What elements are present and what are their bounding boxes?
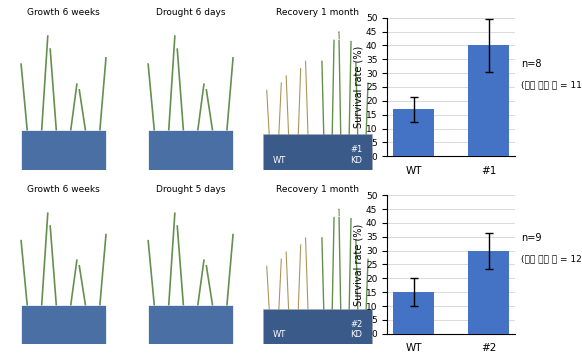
Text: KD: KD (350, 155, 363, 165)
Y-axis label: Survival rate (%): Survival rate (%) (353, 46, 363, 128)
FancyBboxPatch shape (21, 305, 106, 344)
Text: 3/14: 3/14 (267, 209, 286, 218)
Text: Recovery 1 month: Recovery 1 month (276, 185, 359, 195)
FancyBboxPatch shape (148, 130, 233, 170)
Bar (393, 109, 434, 156)
Text: Growth 6 weeks: Growth 6 weeks (27, 8, 100, 17)
Text: WT: WT (272, 330, 286, 339)
Text: KD: KD (350, 330, 363, 339)
Bar (393, 292, 434, 334)
Text: (식물 개체 수 = 112): (식물 개체 수 = 112) (521, 81, 582, 90)
Text: #1: #1 (350, 146, 363, 154)
Text: 8/14: 8/14 (327, 32, 346, 41)
FancyBboxPatch shape (263, 134, 372, 170)
Text: 6/14: 6/14 (327, 209, 346, 218)
Y-axis label: Survival rate (%): Survival rate (%) (353, 223, 363, 306)
Text: Drought 6 days: Drought 6 days (156, 8, 225, 17)
Text: (식물 개체 수 = 126): (식물 개체 수 = 126) (521, 255, 582, 264)
FancyBboxPatch shape (263, 309, 372, 344)
Text: 4/14: 4/14 (267, 32, 285, 41)
Text: Growth 6 weeks: Growth 6 weeks (27, 185, 100, 195)
Text: Recovery 1 month: Recovery 1 month (276, 8, 359, 17)
Text: n=9: n=9 (521, 233, 541, 243)
Text: Drought 5 days: Drought 5 days (156, 185, 225, 195)
Text: WT: WT (272, 155, 286, 165)
FancyBboxPatch shape (148, 305, 233, 344)
Bar (468, 45, 509, 156)
Text: n=8: n=8 (521, 59, 541, 69)
Text: #2: #2 (350, 320, 363, 329)
FancyBboxPatch shape (21, 130, 106, 170)
Bar (468, 251, 509, 334)
